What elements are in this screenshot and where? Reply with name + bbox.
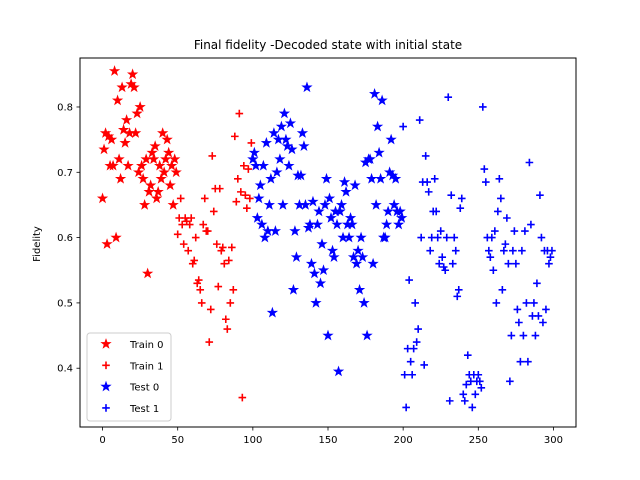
x-tick-label: 100 <box>243 435 262 446</box>
y-tick-label: 0.5 <box>57 298 73 309</box>
y-tick-label: 0.7 <box>57 168 73 179</box>
x-tick-label: 200 <box>394 435 413 446</box>
legend-label: Test 1 <box>129 404 159 415</box>
y-axis-title: Fidelity <box>32 226 43 262</box>
legend-label: Train 1 <box>129 361 164 372</box>
y-tick-label: 0.6 <box>57 233 73 244</box>
x-tick-label: 50 <box>171 435 184 446</box>
chart-title: Final fidelity -Decoded state with initi… <box>194 38 462 52</box>
legend-label: Test 0 <box>129 383 159 394</box>
y-tick-label: 0.8 <box>57 102 73 113</box>
x-tick-label: 300 <box>544 435 563 446</box>
x-tick-label: 150 <box>318 435 337 446</box>
legend: Train 0 Train 1 Test 0 Test 1 <box>87 333 171 421</box>
x-tick-label: 250 <box>469 435 488 446</box>
legend-label: Train 0 <box>129 340 164 351</box>
y-tick-label: 0.4 <box>57 364 73 375</box>
x-tick-label: 0 <box>99 435 105 446</box>
